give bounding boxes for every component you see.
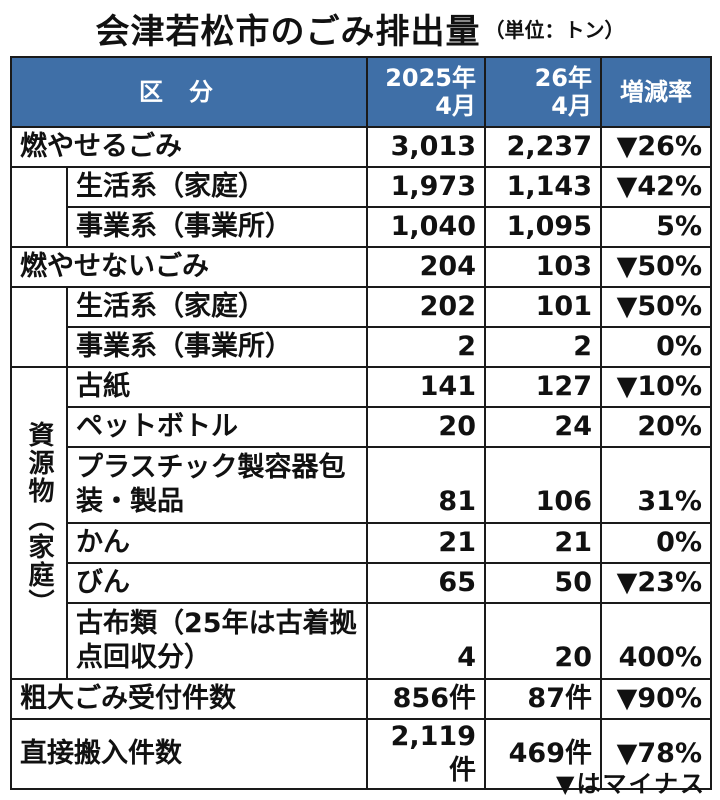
rate-value: ▼42% [600,166,712,208]
value-2025: 20 [366,406,486,448]
rate-value: 0% [600,326,712,368]
value-2026: 87件 [484,678,602,720]
value-2025: 3,013 [366,126,486,168]
value-2025: 141 [366,366,486,408]
row-label: 古布類（25年は古着拠点回収分） [66,602,368,680]
row-label: 生活系（家庭） [66,286,368,328]
rate-value: ▼78% [600,718,712,790]
resources-group-label: 資源物（家庭） [10,366,68,680]
indent-cell [10,166,68,248]
value-2025: 1,040 [366,206,486,248]
table-row: ペットボトル 20 24 20% [11,406,712,448]
row-label: ペットボトル [66,406,368,448]
value-2026: 1,095 [484,206,602,248]
value-2026: 106 [484,446,602,524]
value-2025: 65 [366,562,486,604]
value-2026: 50 [484,562,602,604]
value-2026: 2 [484,326,602,368]
table-row: 生活系（家庭） 202 101 ▼50% [10,286,712,368]
row-label: びん [66,562,368,604]
table-row: びん 65 50 ▼23% [11,562,712,604]
rate-value: ▼23% [600,562,712,604]
value-2025: 81 [366,446,486,524]
table-row: プラスチック製容器包装・製品 81 106 31% [11,446,712,524]
value-2025: 2,119件 [366,718,486,790]
value-2025: 2 [366,326,486,368]
header-row: 区分 2025年 4月 26年 4月 増減率 [10,56,712,128]
row-label: 事業系（事業所） [66,326,368,368]
rate-value: ▼26% [600,126,712,168]
header-2026: 26年 4月 [484,56,602,128]
table-row: 粗大ごみ受付件数 856件 87件 ▼90% [10,678,712,720]
unit-label: （単位：トン） [484,18,625,42]
table-row: 燃やせるごみ 3,013 2,237 ▼26% [10,126,712,168]
header-rate: 増減率 [600,56,712,128]
rate-value: 400% [600,602,712,680]
value-2026: 103 [484,246,602,288]
table-row: 資源物（家庭） 古紙 141 127 ▼10% [10,366,712,680]
value-2026: 1,143 [484,166,602,208]
table-row: かん 21 21 0% [11,522,712,564]
table-row: 事業系（事業所） 1,040 1,095 5% [11,206,712,248]
value-2025: 4 [366,602,486,680]
value-2026: 21 [484,522,602,564]
row-label: 古紙 [66,366,368,408]
row-label: かん [66,522,368,564]
value-2026: 24 [484,406,602,448]
rate-value: ▼50% [600,286,712,328]
value-2025: 21 [366,522,486,564]
value-2026: 20 [484,602,602,680]
row-label: 燃やせるごみ [10,126,368,168]
rate-value: 0% [600,522,712,564]
rate-value: 31% [600,446,712,524]
rate-value: ▼50% [600,246,712,288]
title-bar: 会津若松市のごみ排出量 （単位：トン） [0,4,720,56]
page-title: 会津若松市のごみ排出量 [95,12,481,52]
value-2025: 856件 [366,678,486,720]
table-row: 直接搬入件数 2,119件 469件 ▼78% [10,718,712,790]
row-label: プラスチック製容器包装・製品 [66,446,368,524]
header-category: 区分 [10,56,368,128]
rate-value: 5% [600,206,712,248]
value-2025: 1,973 [366,166,486,208]
header-2025: 2025年 4月 [366,56,486,128]
rate-value: ▼10% [600,366,712,408]
row-label: 粗大ごみ受付件数 [10,678,368,720]
rate-value: 20% [600,406,712,448]
value-2026: 469件 [484,718,602,790]
table-row: 事業系（事業所） 2 2 0% [11,326,712,368]
row-label: 事業系（事業所） [66,206,368,248]
rate-value: ▼90% [600,678,712,720]
value-2026: 101 [484,286,602,328]
value-2026: 127 [484,366,602,408]
footnote: ▼はマイナス [556,770,706,798]
row-label: 燃やせないごみ [10,246,368,288]
row-label: 生活系（家庭） [66,166,368,208]
value-2025: 202 [366,286,486,328]
row-label: 直接搬入件数 [10,718,368,790]
value-2026: 2,237 [484,126,602,168]
indent-cell [10,286,68,368]
waste-table: 区分 2025年 4月 26年 4月 増減率 燃やせるごみ 3,013 2,237 … [10,56,712,790]
table-row: 古布類（25年は古着拠点回収分） 4 20 400% [11,602,712,680]
table-row: 燃やせないごみ 204 103 ▼50% [10,246,712,288]
value-2025: 204 [366,246,486,288]
table-row: 生活系（家庭） 1,973 1,143 ▼42% [10,166,712,248]
